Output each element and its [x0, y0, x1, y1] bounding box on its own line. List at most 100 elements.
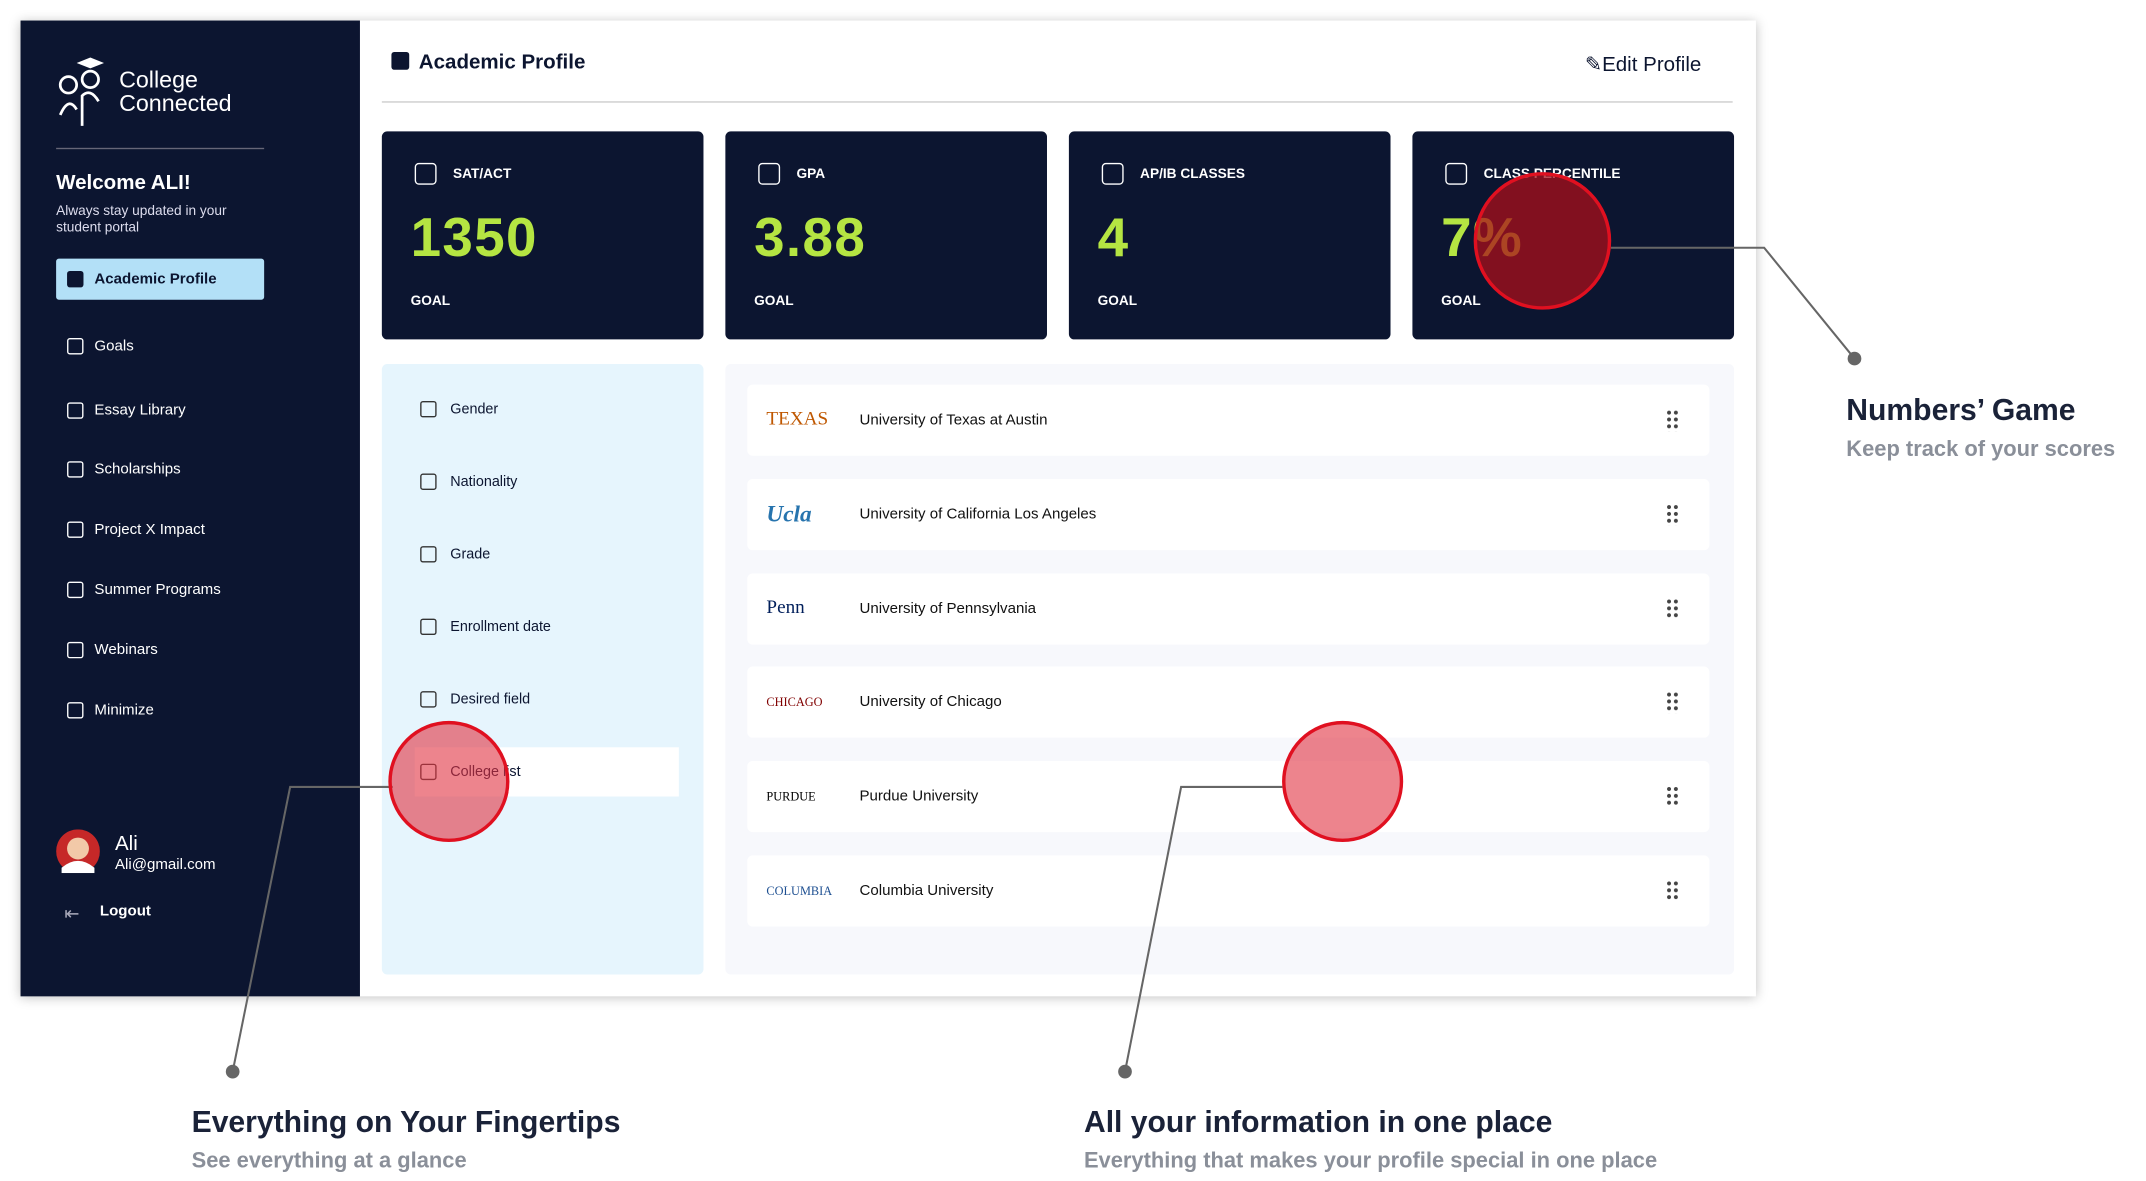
college-row[interactable]: TEXAS University of Texas at Austin	[747, 384, 1710, 456]
college-name: University of California Los Angeles	[859, 506, 1097, 523]
college-row[interactable]: CHICAGO University of Chicago	[747, 667, 1710, 739]
stat-card: AP/IB CLASSES 4 GOAL	[1068, 131, 1391, 340]
stat-icon	[1101, 162, 1124, 185]
drag-handle[interactable]	[1665, 409, 1680, 432]
brand-line: Connected	[119, 90, 232, 117]
field-label: Grade	[450, 546, 491, 563]
stat-value: 3.88	[754, 208, 867, 269]
college-row[interactable]: Penn University of Pennsylvania	[747, 572, 1710, 645]
stat-value: 4	[1097, 208, 1130, 269]
nav-item[interactable]: Webinars	[56, 630, 264, 671]
stat-goal: GOAL	[1441, 294, 1481, 310]
avatar	[56, 829, 100, 874]
drag-handle[interactable]	[1665, 880, 1680, 902]
nav-label: Project X Impact	[94, 521, 205, 538]
drag-handle[interactable]	[1665, 691, 1680, 714]
nav-item[interactable]: Minimize	[56, 690, 264, 731]
college-name: University of Chicago	[859, 694, 1002, 711]
nav-icon	[67, 521, 84, 538]
highlight	[1282, 720, 1404, 843]
college-logo: Ucla	[766, 500, 812, 527]
field-panel: Gender Nationality Grade Enrollment date Des…	[381, 364, 704, 975]
stat-icon	[758, 162, 781, 185]
brand-logo	[58, 57, 105, 126]
nav-item[interactable]: Scholarships	[56, 449, 264, 490]
nav-item[interactable]: Essay Library	[56, 390, 264, 431]
nav-label: Minimize	[94, 702, 154, 719]
field-item[interactable]: Grade	[415, 530, 682, 579]
stat-goal: GOAL	[754, 294, 794, 310]
page-title: Academic Profile	[418, 50, 586, 74]
field-item[interactable]: Gender	[415, 385, 682, 434]
nav-item[interactable]: Academic Profile	[56, 258, 265, 300]
college-logo: Penn	[766, 597, 805, 619]
stat-card: SAT/ACT 1350 GOAL	[381, 131, 704, 340]
welcome: Welcome ALI!	[56, 171, 191, 195]
college-name: Purdue University	[859, 788, 979, 806]
divider	[56, 147, 265, 150]
title-icon	[391, 52, 410, 70]
field-icon	[420, 618, 437, 636]
field-icon	[420, 546, 437, 563]
annotation-subtitle: Keep track of your scores	[1846, 437, 2116, 462]
header-divider	[381, 101, 1733, 103]
stat-goal: GOAL	[1097, 294, 1138, 310]
field-icon	[420, 401, 437, 418]
stat-goal: GOAL	[410, 294, 451, 310]
annotation-title: Numbers’ Game	[1846, 392, 2076, 428]
nav-item[interactable]: Project X Impact	[56, 509, 264, 550]
highlight	[388, 720, 510, 843]
field-label: Desired field	[450, 691, 531, 708]
nav-label: Summer Programs	[94, 581, 221, 599]
nav-item[interactable]: Summer Programs	[56, 569, 264, 610]
college-logo: COLUMBIA	[766, 884, 833, 898]
field-label: Enrollment date	[450, 618, 551, 636]
drag-handle[interactable]	[1665, 785, 1680, 808]
stat-label: AP/IB CLASSES	[1140, 166, 1246, 183]
drag-handle[interactable]	[1665, 597, 1680, 620]
nav-icon	[67, 702, 84, 719]
college-logo: CHICAGO	[766, 695, 823, 710]
edit-label: Edit Profile	[1602, 53, 1702, 77]
college-name: University of Pennsylvania	[859, 600, 1037, 617]
field-item[interactable]: Desired field	[415, 675, 682, 724]
college-row[interactable]: COLUMBIA Columbia University	[747, 855, 1710, 927]
sidebar: College Connected Welcome ALI! Always st…	[20, 20, 360, 997]
stat-label: GPA	[796, 166, 826, 183]
nav-icon	[67, 338, 84, 355]
callout-line	[1123, 785, 1283, 1072]
field-label: Gender	[450, 401, 499, 418]
nav-label: Webinars	[94, 641, 158, 659]
highlight	[1473, 172, 1612, 310]
user-email: Ali@gmail.com	[114, 856, 216, 874]
field-item[interactable]: Nationality	[415, 457, 682, 506]
edit-profile[interactable]: ✎Edit Profile	[1584, 53, 1702, 77]
stat-card: GPA 3.88 GOAL	[725, 131, 1047, 340]
annotation-subtitle: See everything at a glance	[191, 1149, 467, 1173]
drag-handle[interactable]	[1665, 503, 1680, 526]
field-icon	[420, 691, 437, 708]
annotation-title: Everything on Your Fingertips	[191, 1104, 621, 1139]
nav-label: Scholarships	[94, 461, 181, 478]
nav-item[interactable]: Goals	[56, 326, 264, 367]
college-name: University of Texas at Austin	[859, 411, 1048, 429]
college-row[interactable]: PURDUE Purdue University	[747, 761, 1710, 833]
logout[interactable]: Logout	[99, 903, 151, 920]
nav-icon	[67, 581, 84, 599]
annotation-title: All your information in one place	[1083, 1104, 1553, 1139]
college-logo: TEXAS	[766, 409, 829, 430]
stat-label: SAT/ACT	[453, 166, 512, 183]
nav-icon	[67, 641, 84, 659]
nav-label: Academic Profile	[94, 270, 217, 288]
annotation-subtitle: Everything that makes your profile speci…	[1083, 1149, 1658, 1173]
nav-label: Goals	[94, 338, 134, 355]
nav-icon	[67, 461, 84, 478]
brand-line: College	[119, 67, 198, 94]
field-item[interactable]: Enrollment date	[415, 602, 682, 651]
field-icon	[420, 473, 437, 490]
user-name: Ali	[114, 832, 138, 856]
college-row[interactable]: Ucla University of California Los Angeles	[747, 478, 1710, 550]
welcome-subtitle: Always stay updated in your student port…	[56, 203, 227, 236]
